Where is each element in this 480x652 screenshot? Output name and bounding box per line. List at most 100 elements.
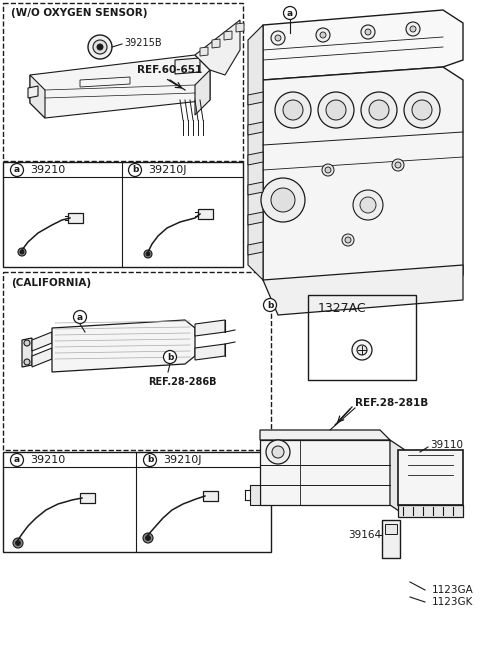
Text: a: a [287, 8, 293, 18]
Polygon shape [195, 344, 225, 360]
Bar [80, 493, 95, 503]
Circle shape [271, 31, 285, 45]
Polygon shape [32, 332, 52, 351]
Circle shape [361, 25, 375, 39]
Circle shape [129, 164, 142, 177]
Bar [3, 452, 271, 552]
Polygon shape [28, 86, 38, 98]
Bar [382, 520, 400, 558]
Polygon shape [390, 440, 405, 515]
Circle shape [275, 35, 281, 41]
Bar [3, 162, 243, 267]
Circle shape [24, 340, 30, 346]
Polygon shape [212, 39, 220, 48]
Circle shape [11, 164, 24, 177]
Circle shape [342, 234, 354, 246]
Polygon shape [224, 31, 232, 40]
Bar [203, 491, 218, 501]
Polygon shape [200, 47, 208, 56]
Polygon shape [250, 485, 260, 505]
Bar [3, 3, 243, 161]
Circle shape [318, 92, 354, 128]
Text: 39210J: 39210J [163, 455, 202, 465]
Circle shape [93, 40, 107, 54]
Circle shape [13, 538, 23, 548]
Circle shape [275, 92, 311, 128]
Bar [68, 213, 83, 223]
Circle shape [365, 29, 371, 35]
Circle shape [316, 28, 330, 42]
Circle shape [284, 7, 297, 20]
Circle shape [143, 533, 153, 543]
Polygon shape [30, 55, 210, 118]
Circle shape [272, 446, 284, 458]
Bar [308, 295, 416, 380]
Polygon shape [175, 58, 200, 74]
Text: 39210J: 39210J [148, 165, 187, 175]
Bar [398, 505, 463, 517]
Text: a: a [14, 166, 20, 175]
Polygon shape [260, 430, 390, 440]
Polygon shape [263, 10, 463, 80]
Circle shape [146, 252, 150, 256]
Circle shape [361, 92, 397, 128]
Circle shape [266, 440, 290, 464]
Circle shape [395, 162, 401, 168]
Circle shape [18, 248, 26, 256]
Bar [198, 209, 213, 219]
Polygon shape [236, 23, 244, 32]
Polygon shape [52, 320, 195, 372]
Text: b: b [267, 301, 273, 310]
Bar [385, 524, 397, 534]
Text: 39210: 39210 [30, 165, 65, 175]
Text: REF.28-286B: REF.28-286B [148, 377, 216, 387]
Circle shape [369, 100, 389, 120]
Text: REF.28-281B: REF.28-281B [355, 398, 428, 408]
Circle shape [345, 237, 351, 243]
Text: b: b [132, 166, 138, 175]
Circle shape [144, 250, 152, 258]
Circle shape [352, 340, 372, 360]
Text: a: a [14, 456, 20, 464]
Polygon shape [248, 122, 263, 135]
Text: b: b [147, 456, 153, 464]
Polygon shape [32, 348, 52, 367]
Circle shape [144, 454, 156, 466]
Polygon shape [195, 20, 240, 75]
Bar [3, 272, 271, 450]
Text: 1123GK: 1123GK [432, 597, 473, 607]
Circle shape [412, 100, 432, 120]
Text: 39164: 39164 [348, 530, 381, 540]
Text: 39210: 39210 [30, 455, 65, 465]
Polygon shape [248, 212, 263, 225]
Polygon shape [248, 182, 263, 195]
Circle shape [360, 197, 376, 213]
Polygon shape [248, 25, 263, 280]
Text: b: b [167, 353, 173, 361]
Polygon shape [263, 67, 463, 295]
Text: 1327AC: 1327AC [318, 301, 367, 314]
Bar [398, 450, 463, 505]
Circle shape [410, 26, 416, 32]
Circle shape [406, 22, 420, 36]
Polygon shape [248, 152, 263, 165]
Text: 39215B: 39215B [124, 38, 162, 48]
Circle shape [271, 188, 295, 212]
Polygon shape [80, 77, 130, 87]
Circle shape [88, 35, 112, 59]
Text: a: a [77, 312, 83, 321]
Circle shape [164, 351, 177, 364]
Circle shape [264, 299, 276, 312]
Circle shape [20, 250, 24, 254]
Text: REF.60-651: REF.60-651 [137, 65, 202, 75]
Circle shape [97, 44, 103, 50]
Circle shape [283, 100, 303, 120]
Circle shape [404, 92, 440, 128]
Circle shape [320, 32, 326, 38]
Text: (W/O OXYGEN SENSOR): (W/O OXYGEN SENSOR) [11, 8, 147, 18]
Circle shape [261, 178, 305, 222]
Text: 39110: 39110 [430, 440, 463, 450]
Circle shape [325, 167, 331, 173]
Circle shape [24, 359, 30, 365]
Circle shape [353, 190, 383, 220]
